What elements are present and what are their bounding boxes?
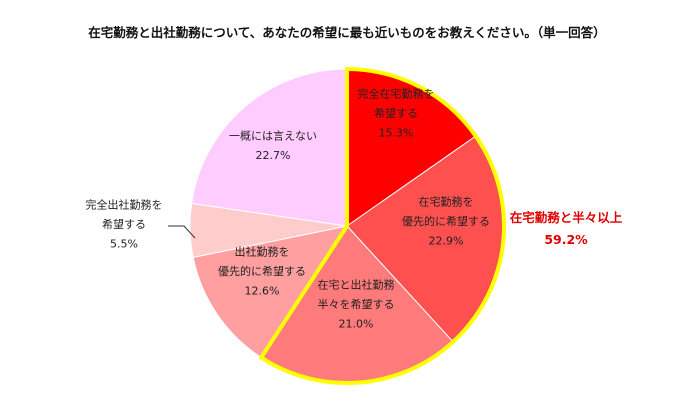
data-label-text: 完全在宅勤務を [358, 87, 435, 101]
pie-slice [191, 68, 348, 227]
data-label-text: 優先的に希望する [218, 264, 306, 278]
data-label-value: 22.9% [429, 235, 464, 248]
data-label-text: 在宅と出社勤務 [318, 278, 395, 292]
data-label-text: 在宅勤務を [419, 195, 474, 209]
data-label-text: 希望する [374, 106, 418, 120]
data-label-text: 一概には言えない [229, 129, 317, 142]
data-label-text: 希望する [102, 217, 146, 231]
highlight-outline [258, 66, 506, 385]
data-label-text: 半々を希望する [318, 297, 395, 311]
data-label-value: 12.6% [245, 285, 280, 298]
chart-title: 在宅勤務と出社勤務について、あなたの希望に最も近いものをお教えください。（単一回… [88, 25, 606, 40]
data-label-text: 出社勤務を [235, 245, 290, 259]
pie-slice [192, 225, 349, 359]
annotation-value: 59.2% [544, 232, 588, 247]
data-label-value: 21.0% [339, 318, 374, 331]
data-label-text: 完全出社勤務を [86, 198, 163, 212]
data-label-value: 15.3% [379, 127, 414, 140]
data-label-value: 5.5% [110, 238, 138, 251]
data-label-value: 22.7% [256, 149, 291, 162]
pie-slices [189, 68, 505, 384]
callout-leader-line [168, 225, 196, 239]
data-label-text: 優先的に希望する [402, 214, 490, 228]
annotation-label: 在宅勤務と半々以上 [510, 210, 623, 225]
